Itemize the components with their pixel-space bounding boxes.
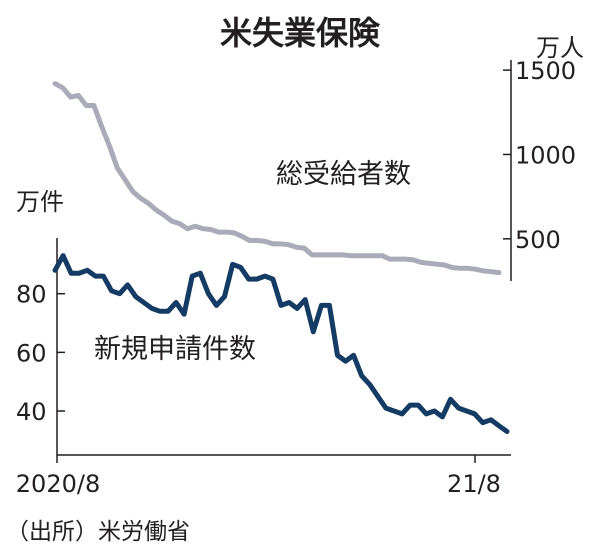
x-tick-label-start: 2020/8 xyxy=(16,470,100,498)
right-axis-unit: 万人 xyxy=(536,34,584,62)
x-tick-label-end: 21/8 xyxy=(447,470,501,498)
series-label-initial-claims: 新規申請件数 xyxy=(94,334,256,365)
right-y-tick-label: 1500 xyxy=(515,57,576,85)
left-axis-unit: 万件 xyxy=(16,188,64,216)
series-line-continuing-claims xyxy=(52,81,502,276)
series-line-initial-claims xyxy=(52,253,510,434)
left-y-tick-label: 80 xyxy=(16,281,47,309)
left-y-tick-label: 40 xyxy=(16,398,47,426)
left-y-tick-label: 60 xyxy=(16,339,47,367)
series-label-continuing-claims: 総受給者数 xyxy=(276,159,411,190)
chart-title: 米失業保険 xyxy=(220,14,381,52)
right-y-tick-label: 500 xyxy=(515,226,561,254)
right-y-tick-label: 1000 xyxy=(515,141,576,169)
source-note: （出所）米労働省 xyxy=(6,519,190,545)
